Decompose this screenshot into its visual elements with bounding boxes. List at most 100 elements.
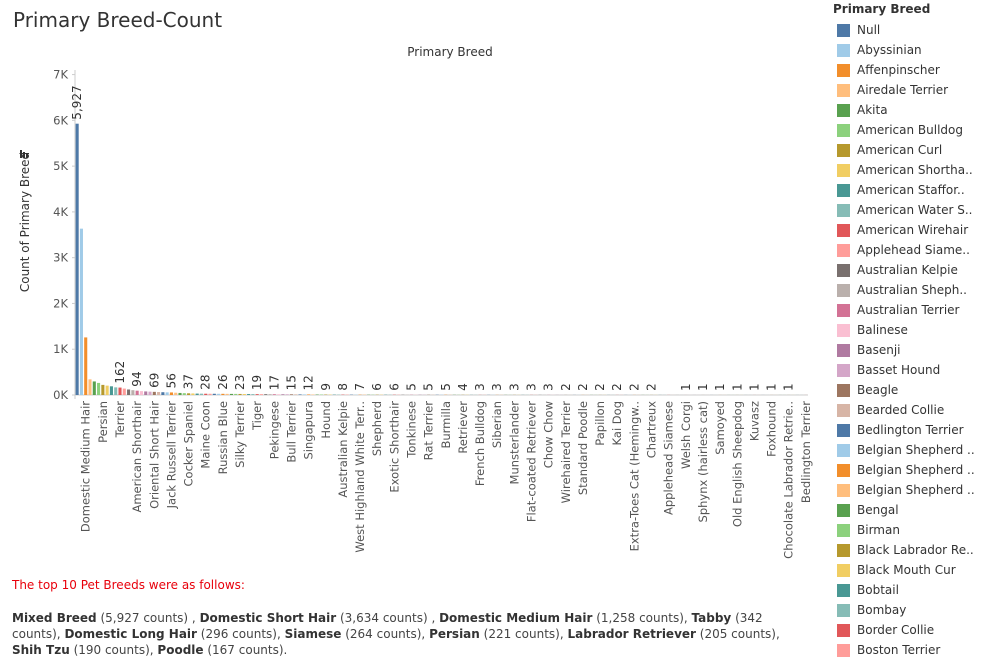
bar <box>204 393 208 395</box>
bar <box>109 386 113 395</box>
legend-swatch <box>837 403 850 417</box>
bar <box>182 393 186 395</box>
note-count: (1,258 counts), <box>596 611 688 625</box>
legend-item[interactable]: American Bulldog <box>833 120 995 140</box>
bar <box>268 394 272 395</box>
legend-swatch <box>837 603 850 617</box>
bar <box>234 393 238 395</box>
legend-label: American Curl <box>857 143 943 157</box>
value-label: 5 <box>404 383 418 391</box>
legend-swatch <box>837 323 850 337</box>
legend-item[interactable]: Bengal <box>833 500 995 520</box>
legend-swatch <box>837 43 850 57</box>
legend-item[interactable]: Basset Hound <box>833 360 995 380</box>
value-label: 6 <box>370 383 384 391</box>
legend: Primary Breed Null Abyssinian Affenpinsche… <box>833 2 995 660</box>
x-tick-label: Russian Blue <box>216 401 230 474</box>
legend-item[interactable]: Balinese <box>833 320 995 340</box>
bar <box>88 379 92 395</box>
legend-item[interactable]: American Wirehair <box>833 220 995 240</box>
value-label: 9 <box>319 383 333 391</box>
legend-item[interactable]: American Staffor.. <box>833 180 995 200</box>
legend-item[interactable]: Black Labrador Re.. <box>833 540 995 560</box>
legend-label: Bombay <box>857 603 907 617</box>
note-count: (5,927 counts) , <box>100 611 196 625</box>
note-count: (167 counts). <box>207 643 288 657</box>
legend-item[interactable]: Beagle <box>833 380 995 400</box>
value-label: 3 <box>490 383 504 391</box>
legend-items: Null Abyssinian Affenpinscher Airedale Terr… <box>833 20 995 660</box>
legend-label: Belgian Shepherd .. <box>857 483 975 497</box>
note-count: (190 counts), <box>73 643 154 657</box>
legend-item[interactable]: American Curl <box>833 140 995 160</box>
legend-swatch <box>837 463 850 477</box>
legend-item[interactable]: Bombay <box>833 600 995 620</box>
legend-swatch <box>837 243 850 257</box>
value-label: 4 <box>456 383 470 391</box>
legend-swatch <box>837 203 850 217</box>
legend-item[interactable]: Airedale Terrier <box>833 80 995 100</box>
x-tick-label: Kuvasz <box>747 401 761 441</box>
value-label: 19 <box>250 375 264 390</box>
legend-item[interactable]: American Water S.. <box>833 200 995 220</box>
legend-item[interactable]: Australian Sheph.. <box>833 280 995 300</box>
bar <box>255 394 259 395</box>
legend-item[interactable]: Australian Terrier <box>833 300 995 320</box>
x-tick-label: Persian <box>96 401 110 443</box>
legend-label: Australian Terrier <box>857 303 960 317</box>
legend-item[interactable]: Border Collie <box>833 620 995 640</box>
value-label: 26 <box>216 375 230 390</box>
legend-swatch <box>837 563 850 577</box>
note-breed: Mixed Breed <box>12 611 97 625</box>
legend-item[interactable]: Bearded Collie <box>833 400 995 420</box>
legend-item[interactable]: Belgian Shepherd .. <box>833 440 995 460</box>
legend-item[interactable]: Bedlington Terrier <box>833 420 995 440</box>
legend-item[interactable]: American Shortha.. <box>833 160 995 180</box>
legend-item[interactable]: Belgian Shepherd .. <box>833 460 995 480</box>
legend-item[interactable]: Bobtail <box>833 580 995 600</box>
value-label: 5,927 <box>70 85 84 119</box>
note-count: (3,634 counts) , <box>339 611 436 625</box>
value-label: 3 <box>542 383 556 391</box>
value-label: 23 <box>233 375 247 390</box>
legend-label: Black Labrador Re.. <box>857 543 974 557</box>
legend-item[interactable]: Applehead Siame.. <box>833 240 995 260</box>
value-label: 1 <box>696 383 710 391</box>
value-label: 162 <box>113 361 127 384</box>
value-label: 5 <box>422 383 436 391</box>
x-tick-label: Oriental Short Hair <box>147 401 161 509</box>
value-label: 69 <box>147 373 161 388</box>
value-label: 1 <box>713 383 727 391</box>
legend-item[interactable]: Basenji <box>833 340 995 360</box>
legend-item[interactable]: Affenpinscher <box>833 60 995 80</box>
legend-label: American Wirehair <box>857 223 969 237</box>
bar <box>174 392 178 395</box>
legend-item[interactable]: Null <box>833 20 995 40</box>
legend-item[interactable]: Belgian Shepherd .. <box>833 480 995 500</box>
x-tick-label: Kai Dog <box>610 401 624 445</box>
bar <box>259 394 264 395</box>
legend-item[interactable]: Boston Terrier <box>833 640 995 660</box>
legend-item[interactable]: Australian Kelpie <box>833 260 995 280</box>
y-tick-label: 0K <box>53 388 68 402</box>
bar <box>221 393 225 395</box>
x-tick-label: Old English Sheepdog <box>730 401 744 527</box>
x-tick-label: Exotic Shorthair <box>387 401 401 493</box>
legend-swatch <box>837 623 850 637</box>
value-label: 2 <box>593 383 607 391</box>
column-header: Primary Breed <box>407 45 492 59</box>
legend-item[interactable]: Birman <box>833 520 995 540</box>
legend-item[interactable]: Abyssinian <box>833 40 995 60</box>
legend-item[interactable]: Black Mouth Cur <box>833 560 995 580</box>
value-label: 1 <box>747 383 761 391</box>
bar <box>199 393 203 395</box>
y-tick-label: 2K <box>53 296 68 310</box>
sort-icon[interactable] <box>20 150 28 158</box>
x-tick-label: Chartreux <box>645 401 659 458</box>
x-tick-label: Foxhound <box>765 401 779 457</box>
bar <box>84 337 88 395</box>
value-label: 2 <box>559 383 573 391</box>
legend-item[interactable]: Akita <box>833 100 995 120</box>
bar <box>165 392 169 395</box>
